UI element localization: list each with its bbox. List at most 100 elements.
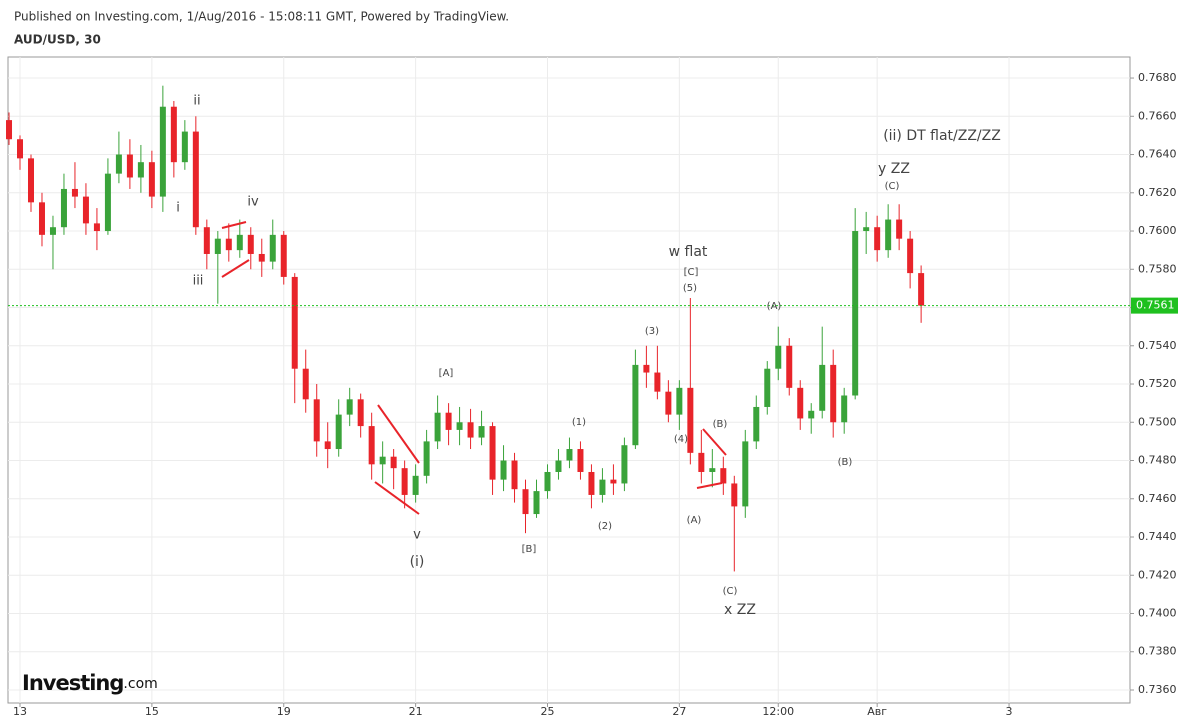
wave-label: (3) bbox=[645, 326, 659, 337]
candle-body bbox=[753, 406, 760, 442]
wave-label: (C) bbox=[723, 586, 738, 597]
trend-line bbox=[702, 428, 727, 456]
candle-body bbox=[874, 227, 881, 251]
wave-label: [C] bbox=[684, 267, 699, 278]
candle-body bbox=[852, 231, 859, 396]
candle-body bbox=[203, 227, 210, 254]
last-price-tag bbox=[1131, 297, 1178, 314]
candle-body bbox=[533, 491, 540, 515]
candle-body bbox=[522, 489, 529, 515]
candle-body bbox=[654, 372, 661, 392]
wave-label: (2) bbox=[598, 521, 612, 532]
candle-body bbox=[885, 219, 892, 251]
candle-body bbox=[357, 399, 364, 427]
candle-body bbox=[918, 273, 925, 306]
candle-body bbox=[478, 426, 485, 438]
candle-body bbox=[291, 276, 298, 369]
wave-label: (4) bbox=[674, 434, 688, 445]
x-tick-label: 12:00 bbox=[762, 705, 794, 718]
candle-body bbox=[401, 468, 408, 495]
candle-body bbox=[324, 441, 331, 450]
y-tick-label: 0.7520 bbox=[1138, 377, 1177, 390]
candle-body bbox=[214, 238, 221, 254]
candle-body bbox=[71, 188, 78, 197]
wave-label: (A) bbox=[767, 301, 782, 312]
candle-body bbox=[830, 364, 837, 423]
wave-label: (A) bbox=[687, 515, 702, 526]
candle-body bbox=[258, 253, 265, 262]
wave-label: (ii) DT flat/ZZ/ZZ bbox=[883, 128, 1001, 144]
candle-body bbox=[93, 223, 100, 232]
wave-label: ii bbox=[193, 94, 200, 109]
candle-body bbox=[368, 426, 375, 465]
candle-body bbox=[6, 120, 13, 140]
candle-body bbox=[500, 460, 507, 480]
last-price-label: 0.7561 bbox=[1136, 299, 1175, 312]
candle-body bbox=[742, 441, 749, 507]
candle-body bbox=[82, 196, 89, 224]
wave-label: y ZZ bbox=[878, 161, 910, 177]
candle-body bbox=[225, 238, 232, 251]
y-tick-label: 0.7660 bbox=[1138, 109, 1177, 122]
candle-body bbox=[676, 387, 683, 415]
wave-label: i bbox=[176, 201, 180, 216]
trend-line bbox=[221, 221, 247, 229]
candle-body bbox=[797, 387, 804, 419]
candle-body bbox=[588, 471, 595, 495]
candle-body bbox=[412, 475, 419, 495]
candle-body bbox=[544, 471, 551, 492]
candle-body bbox=[390, 456, 397, 469]
candle-body bbox=[621, 445, 628, 484]
y-tick-label: 0.7440 bbox=[1138, 530, 1177, 543]
candle-body bbox=[126, 154, 133, 178]
wave-label: x ZZ bbox=[724, 602, 756, 618]
candle-body bbox=[302, 368, 309, 400]
x-tick-label: 13 bbox=[13, 705, 27, 718]
candle-body bbox=[60, 188, 67, 228]
y-tick-label: 0.7500 bbox=[1138, 415, 1177, 428]
candle-body bbox=[720, 468, 727, 484]
candle-body bbox=[610, 479, 617, 484]
candle-body bbox=[170, 106, 177, 163]
candle-body bbox=[27, 158, 34, 203]
candle-body bbox=[137, 162, 144, 178]
candle-body bbox=[786, 345, 793, 388]
wave-label: (i) bbox=[410, 554, 425, 570]
x-tick-label: 27 bbox=[672, 705, 686, 718]
candle-body bbox=[599, 479, 606, 495]
trend-lines bbox=[221, 221, 727, 515]
x-tick-label: 3 bbox=[1006, 705, 1013, 718]
candle-body bbox=[346, 399, 353, 415]
candle-body bbox=[698, 452, 705, 472]
wave-label: (C) bbox=[885, 181, 900, 192]
y-tick-label: 0.7460 bbox=[1138, 492, 1177, 505]
candle-body bbox=[632, 364, 639, 446]
wave-label: [B] bbox=[522, 544, 537, 555]
candle-body bbox=[511, 460, 518, 490]
candle-body bbox=[489, 426, 496, 480]
logo-word: Investing bbox=[22, 671, 123, 695]
candle-body bbox=[423, 441, 430, 476]
candle-body bbox=[379, 456, 386, 465]
candle-body bbox=[566, 449, 573, 461]
candle-body bbox=[577, 449, 584, 472]
candle-body bbox=[49, 227, 56, 235]
candle-body bbox=[269, 234, 276, 262]
y-tick-label: 0.7360 bbox=[1138, 683, 1177, 696]
candle-body bbox=[247, 234, 254, 254]
candle-body bbox=[148, 162, 155, 197]
candle-body bbox=[38, 202, 45, 235]
candle-body bbox=[335, 414, 342, 450]
wave-label: (B) bbox=[838, 457, 853, 468]
candle-body bbox=[687, 387, 694, 453]
trend-line bbox=[377, 404, 420, 464]
candle-body bbox=[907, 238, 914, 274]
candle-body bbox=[434, 412, 441, 442]
candle-body bbox=[181, 131, 188, 163]
wave-label: (B) bbox=[713, 419, 728, 430]
candle-body bbox=[731, 483, 738, 507]
y-tick-label: 0.7400 bbox=[1138, 607, 1177, 620]
y-tick-label: 0.7480 bbox=[1138, 454, 1177, 467]
